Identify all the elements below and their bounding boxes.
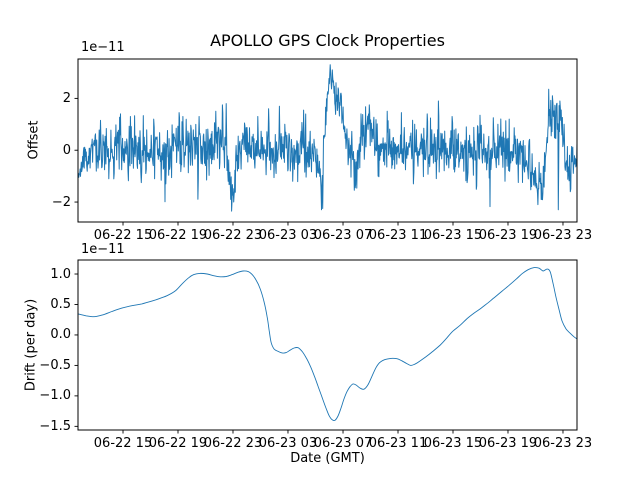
x-tick-label: 06-22 15: [93, 436, 153, 451]
x-tick-label: 06-23 07: [313, 228, 373, 243]
x-tick-label: 06-22 19: [148, 436, 208, 451]
x-tick-label: 06-23 19: [478, 228, 538, 243]
x-tick-label: 06-22 15: [93, 228, 153, 243]
x-tick-label: 06-23 11: [368, 436, 428, 451]
x-tick-label: 06-23 03: [258, 436, 318, 451]
drift-axis-label: Drift (per day): [23, 298, 39, 392]
y-tick-label: −1.5: [39, 418, 71, 434]
y-tick-label: 2: [62, 90, 71, 106]
offset-series-line: [78, 64, 577, 212]
offset-axes-frame: [77, 58, 578, 223]
drift-axes-frame: [77, 259, 578, 431]
x-tick-label: 06-23 23: [533, 436, 593, 451]
y-tick-label: −1.0: [39, 388, 71, 404]
x-tick-label: 06-23 07: [313, 436, 373, 451]
x-axis-label: Date (GMT): [290, 451, 365, 466]
drift-series-line: [78, 267, 577, 422]
x-tick-label: 06-22 23: [203, 436, 263, 451]
x-tick-label: 06-23 11: [368, 228, 428, 243]
x-tick-label: 06-23 15: [423, 436, 483, 451]
y-tick-label: −2: [51, 194, 71, 210]
y-tick-label: 0.0: [50, 327, 71, 343]
y-tick-label: −0.5: [39, 357, 71, 373]
y-tick-label: 0: [62, 142, 71, 158]
y-tick-label: 0.5: [50, 296, 71, 312]
x-tick-label: 06-22 23: [203, 228, 263, 243]
x-tick-label: 06-23 19: [478, 436, 538, 451]
x-tick-label: 06-23 23: [533, 228, 593, 243]
drift-scale-label: 1e−11: [81, 242, 125, 257]
x-tick-label: 06-23 15: [423, 228, 483, 243]
figure-title: APOLLO GPS Clock Properties: [210, 31, 445, 50]
offset-scale-label: 1e−11: [81, 40, 125, 55]
x-tick-label: 06-23 03: [258, 228, 318, 243]
x-tick-label: 06-22 19: [148, 228, 208, 243]
y-tick-label: 1.0: [50, 266, 71, 282]
